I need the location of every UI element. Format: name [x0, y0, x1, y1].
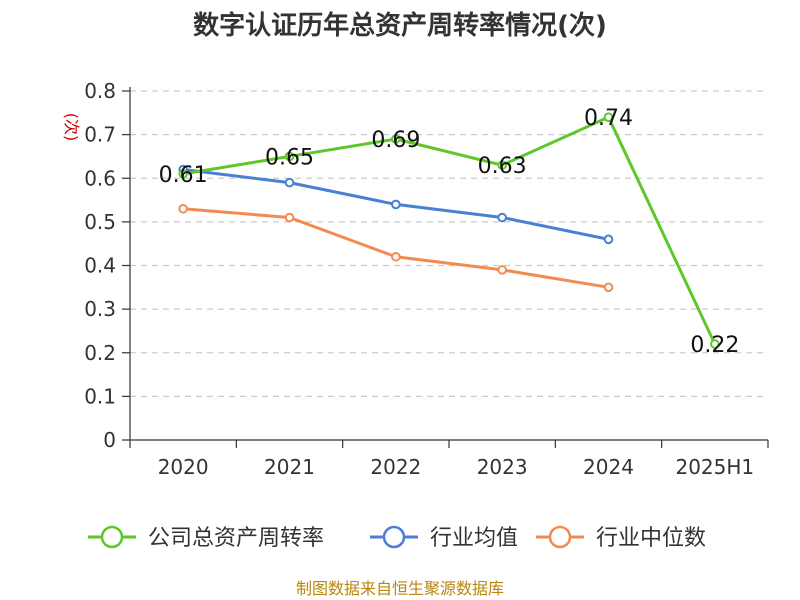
data-point: [284, 212, 295, 223]
y-tick-label: 0.4: [84, 254, 116, 278]
y-tick-label: 0.2: [84, 341, 116, 365]
y-tick-label: 0.8: [84, 79, 116, 103]
legend: 公司总资产周转率 行业均值 行业中位数: [88, 525, 706, 551]
data-label: 0.61: [159, 163, 208, 188]
legend-item: 行业中位数: [536, 525, 706, 551]
data-label: 0.63: [478, 154, 527, 179]
series-0: 0.61 0.65 0.69 0.63 0.74 0.22: [159, 106, 740, 358]
data-point: [284, 151, 295, 162]
series-line: [183, 207, 609, 289]
data-point: [497, 160, 507, 170]
data-point: [391, 251, 401, 262]
data-point: [391, 199, 401, 210]
data-point: [603, 234, 614, 245]
legend-marker: [548, 525, 572, 549]
data-point: [391, 134, 401, 144]
data-point: [497, 212, 507, 223]
legend-label: 公司总资产周转率: [148, 526, 324, 551]
legend-label: 行业均值: [430, 526, 518, 551]
x-tick-label: 2025H1: [675, 455, 754, 479]
y-tick-label: 0.7: [84, 123, 116, 147]
legend-label: 行业中位数: [596, 526, 706, 551]
data-label: 0.65: [265, 145, 314, 170]
chart-title: 数字认证历年总资产周转率情况(次): [193, 10, 607, 41]
data-point: [603, 112, 614, 122]
data-label: 0.22: [690, 333, 739, 358]
y-axis-label: (次): [62, 113, 81, 142]
x-tick-label: 2021: [264, 455, 315, 479]
legend-item: 公司总资产周转率: [88, 525, 324, 551]
y-tick-label: 0.5: [84, 210, 116, 234]
legend-item: 行业均值: [370, 525, 518, 551]
grid: [130, 90, 768, 397]
source-note: 制图数据来自恒生聚源数据库: [296, 579, 504, 598]
axes: 0 0.1 0.2 0.3 0.4 0.5 0.6 0.7 0.8 2020 2021 2022 202…: [84, 79, 769, 479]
series-1: [178, 164, 614, 245]
y-tick-label: 0.6: [84, 166, 116, 190]
x-tick-label: 2020: [158, 455, 209, 479]
legend-marker: [382, 525, 406, 549]
data-point: [178, 169, 188, 179]
x-tick-label: 2024: [583, 455, 634, 479]
series-2: [178, 203, 614, 293]
data-point: [497, 265, 507, 275]
y-tick-label: 0: [103, 428, 116, 452]
legend-marker: [100, 525, 124, 549]
data-point: [178, 203, 188, 214]
y-tick-label: 0.1: [84, 384, 116, 408]
y-tick-label: 0.3: [84, 297, 116, 321]
data-point: [603, 282, 614, 293]
data-label: 0.69: [371, 128, 420, 153]
series-group: 0.61 0.65 0.69 0.63 0.74 0.22: [159, 106, 740, 358]
data-label: 0.74: [584, 106, 633, 131]
x-tick-label: 2023: [477, 455, 528, 479]
data-point: [284, 177, 295, 188]
series-line: [182, 115, 717, 345]
x-tick-label: 2022: [370, 455, 421, 479]
data-point: [710, 339, 720, 349]
